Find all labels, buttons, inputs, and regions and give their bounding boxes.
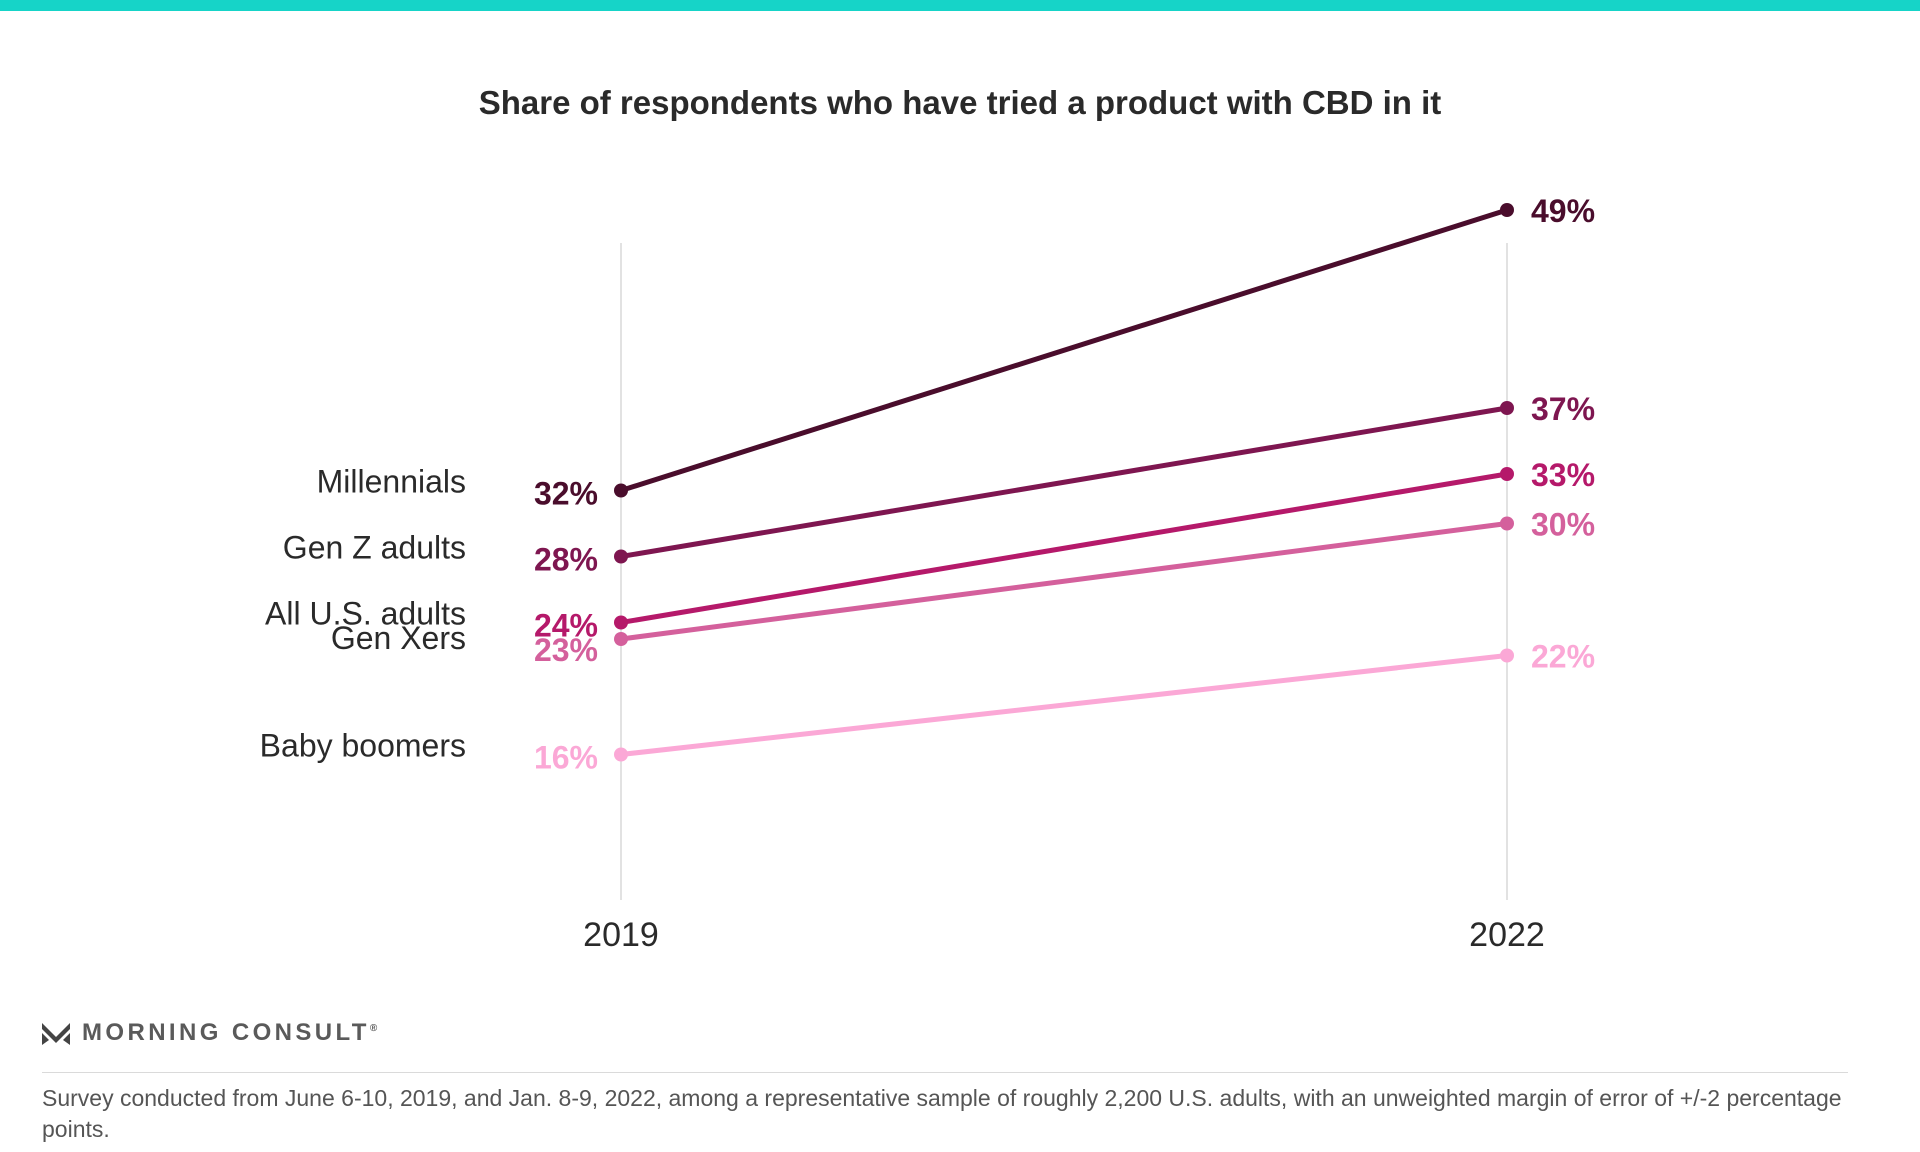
data-point-millennials-2019 — [614, 483, 628, 498]
methodology-note: Survey conducted from June 6-10, 2019, a… — [42, 1085, 1842, 1142]
series-name-all-u-s-adults: All U.S. adults — [265, 596, 466, 632]
data-label-gen-z-adults-2022: 37% — [1531, 391, 1595, 427]
slope-chart: 2019 2022 Millennials 32% 49% Gen Z adults 28%… — [260, 193, 1595, 954]
data-point-baby-boomers-2019 — [614, 747, 628, 762]
data-label-gen-xers-2022: 30% — [1531, 507, 1595, 543]
registered-mark: ® — [369, 1023, 378, 1034]
series-line-all-u-s-adults — [618, 471, 1510, 625]
data-label-millennials-2019: 32% — [534, 476, 598, 512]
morning-consult-m-icon — [42, 1023, 70, 1045]
data-point-gen-xers-2019 — [614, 632, 628, 646]
top-accent-bar — [0, 0, 1920, 11]
data-point-all-u-s-adults-2022 — [1500, 467, 1514, 481]
footer-divider — [42, 1072, 1848, 1073]
series-name-millennials: Millennials — [317, 464, 466, 500]
data-point-baby-boomers-2022 — [1500, 648, 1514, 663]
brand-logo: MORNING CONSULT® — [42, 1018, 377, 1048]
data-point-gen-xers-2022 — [1500, 516, 1514, 531]
data-label-baby-boomers-2022: 22% — [1531, 639, 1595, 675]
brand-name: MORNING CONSULT® — [82, 1019, 378, 1046]
series-line-gen-xers — [618, 521, 1510, 642]
data-label-all-u-s-adults-2022: 33% — [1531, 457, 1595, 493]
series-name-baby-boomers: Baby boomers — [260, 728, 466, 764]
data-label-gen-xers-2019: 23% — [534, 632, 598, 668]
series-line-millennials — [618, 207, 1510, 493]
x-tick-label-2022: 2022 — [1469, 916, 1545, 954]
data-label-all-u-s-adults-2019: 24% — [534, 608, 598, 644]
series-line-gen-z-adults — [618, 405, 1510, 559]
data-point-all-u-s-adults-2019 — [614, 615, 628, 630]
series-name-gen-xers: Gen Xers — [331, 620, 466, 656]
series-name-gen-z-adults: Gen Z adults — [283, 530, 466, 566]
data-label-millennials-2022: 49% — [1531, 193, 1595, 229]
data-label-gen-z-adults-2019: 28% — [534, 542, 598, 578]
chart-title: Share of respondents who have tried a pr… — [478, 84, 1442, 121]
data-point-gen-z-adults-2019 — [614, 549, 628, 564]
series-line-baby-boomers — [618, 653, 1510, 757]
data-point-gen-z-adults-2022 — [1500, 401, 1514, 415]
x-tick-label-2019: 2019 — [583, 916, 659, 954]
data-point-millennials-2022 — [1500, 203, 1514, 217]
data-label-baby-boomers-2019: 16% — [534, 740, 598, 776]
